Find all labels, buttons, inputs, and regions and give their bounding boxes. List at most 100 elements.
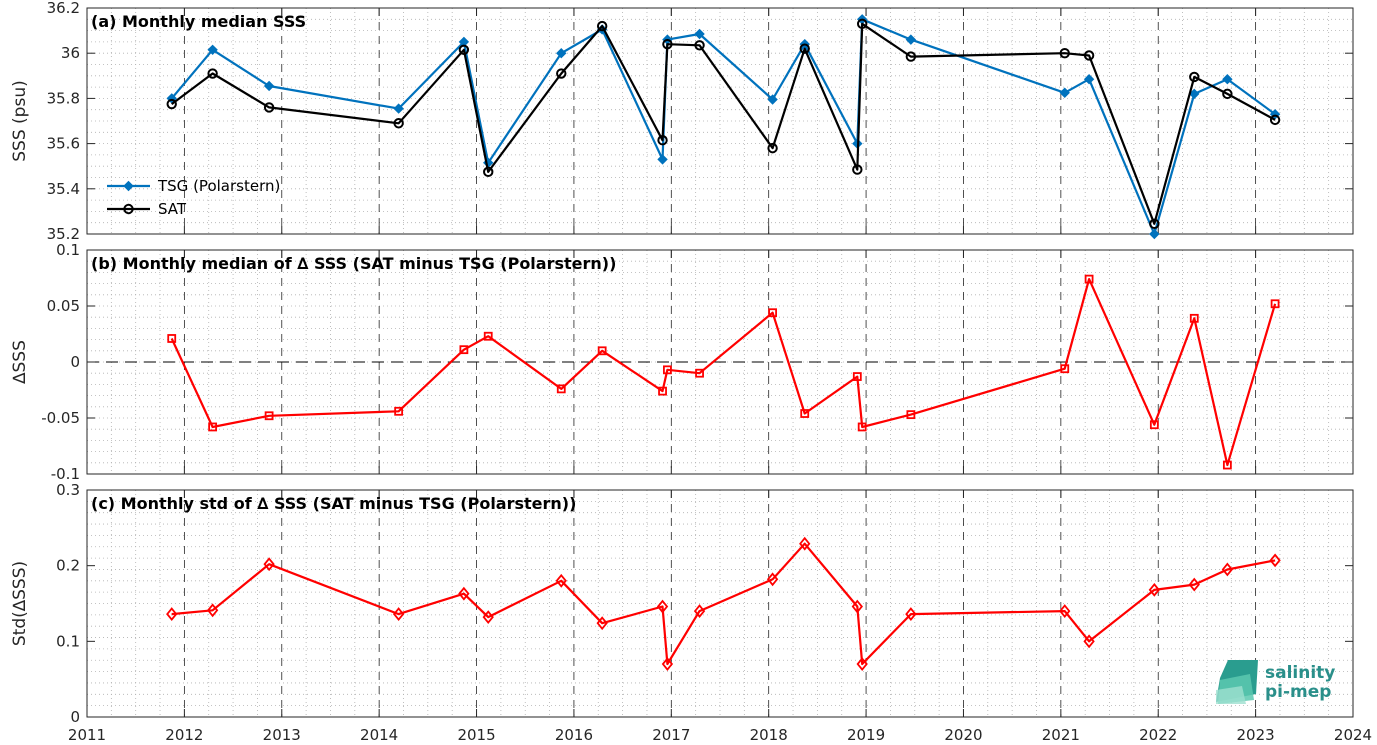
x-tick-label: 2022 bbox=[1139, 726, 1177, 744]
logo-line2: pi-mep bbox=[1265, 682, 1331, 702]
data-point bbox=[264, 411, 274, 421]
y-axis-label: ∆SSS bbox=[10, 340, 30, 385]
data-point bbox=[1083, 634, 1095, 649]
data-point bbox=[693, 604, 706, 618]
data-point bbox=[556, 68, 567, 79]
y-tick-label: 0.3 bbox=[56, 481, 80, 499]
y-tick-label: 35.6 bbox=[47, 135, 80, 153]
data-point bbox=[905, 51, 917, 62]
data-point bbox=[263, 102, 275, 113]
y-tick-label: -0.1 bbox=[51, 465, 80, 483]
y-tick-label: 0 bbox=[70, 708, 80, 726]
data-point bbox=[208, 422, 218, 432]
data-point bbox=[556, 47, 567, 59]
data-point bbox=[851, 599, 863, 614]
y-tick-label: 36.2 bbox=[47, 0, 80, 17]
data-point bbox=[1059, 604, 1071, 618]
data-point bbox=[1059, 87, 1070, 98]
data-point bbox=[656, 599, 669, 614]
axes-box bbox=[86, 489, 1354, 718]
data-point bbox=[207, 44, 218, 56]
data-point bbox=[662, 38, 673, 50]
data-point bbox=[1189, 88, 1200, 100]
y-axis-label: Std(∆SSS) bbox=[10, 561, 30, 646]
data-point bbox=[905, 34, 917, 45]
logo-wave-shape-front bbox=[1216, 686, 1246, 704]
panel-title: (c) Monthly std of ∆ SSS (SAT minus TSG … bbox=[91, 494, 576, 513]
x-tick-label: 2023 bbox=[1237, 726, 1275, 744]
x-tick-label: 2017 bbox=[652, 726, 690, 744]
y-tick-label: 35.4 bbox=[47, 180, 80, 198]
data-point bbox=[263, 80, 275, 92]
panel-c: 0 0.1 0.2 0.3 Std(∆SSS) (c) Monthly std of ∆ … bbox=[10, 481, 1354, 726]
data-point bbox=[800, 409, 810, 418]
data-point bbox=[1270, 299, 1280, 309]
x-tick-label: 2014 bbox=[360, 726, 398, 744]
series-line-sat bbox=[171, 22, 1276, 225]
data-point bbox=[1060, 364, 1070, 374]
data-point bbox=[1083, 50, 1095, 61]
data-point bbox=[483, 166, 494, 178]
x-tick-label: 2015 bbox=[457, 726, 495, 744]
data-point bbox=[767, 94, 778, 105]
data-point bbox=[857, 422, 867, 432]
data-point bbox=[1084, 274, 1094, 284]
data-point bbox=[1059, 48, 1070, 59]
data-point bbox=[663, 365, 672, 375]
data-point bbox=[555, 573, 567, 588]
data-point bbox=[852, 372, 862, 381]
data-point bbox=[392, 607, 405, 622]
data-point bbox=[597, 346, 607, 356]
data-point bbox=[1222, 73, 1233, 85]
data-point bbox=[658, 386, 667, 396]
data-point bbox=[596, 616, 608, 631]
data-point bbox=[1149, 228, 1160, 240]
x-tick-label: 2016 bbox=[555, 726, 593, 744]
y-tick-label: 0.2 bbox=[56, 557, 80, 575]
x-tick-label: 2019 bbox=[847, 726, 885, 744]
data-point bbox=[799, 536, 811, 551]
data-point bbox=[1222, 88, 1233, 100]
data-point bbox=[1269, 114, 1281, 126]
y-tick-label: 35.8 bbox=[47, 89, 80, 107]
data-point bbox=[657, 135, 668, 146]
data-point bbox=[1221, 562, 1234, 577]
logo-line1: salinity bbox=[1265, 663, 1335, 683]
series-line-delta bbox=[171, 542, 1276, 666]
data-point bbox=[856, 18, 868, 30]
panel-title: (b) Monthly median of ∆ SSS (SAT minus T… bbox=[91, 254, 616, 273]
data-point bbox=[657, 154, 668, 165]
data-point bbox=[1083, 73, 1095, 85]
data-point bbox=[482, 610, 494, 625]
x-tick-label: 2011 bbox=[68, 726, 106, 744]
y-tick-label: 0.05 bbox=[47, 297, 80, 315]
data-point bbox=[167, 334, 177, 343]
data-point bbox=[483, 331, 493, 341]
data-point bbox=[1189, 313, 1199, 323]
data-point bbox=[556, 384, 566, 394]
data-point bbox=[206, 603, 219, 618]
data-point bbox=[393, 118, 404, 129]
panel-b: -0.1 -0.05 0 0.05 0.1 ∆SSS (b) Monthly median … bbox=[10, 241, 1354, 483]
data-point bbox=[393, 103, 404, 114]
panel-title: (a) Monthly median SSS bbox=[91, 12, 306, 31]
legend-marker bbox=[123, 180, 134, 192]
data-point bbox=[905, 607, 917, 622]
data-point bbox=[1149, 420, 1159, 430]
x-tick-labels: 2011 2012 2013 2014 2015 2016 2017 2018 2019 2020… bbox=[68, 726, 1372, 744]
data-point bbox=[458, 44, 470, 56]
data-point bbox=[207, 68, 218, 79]
data-point bbox=[799, 43, 810, 54]
data-point bbox=[1222, 460, 1232, 470]
data-point bbox=[263, 557, 275, 572]
x-tick-label: 2013 bbox=[263, 726, 301, 744]
data-point bbox=[394, 406, 404, 416]
data-point bbox=[694, 28, 705, 40]
y-axis-label: SSS (psu) bbox=[10, 80, 30, 161]
data-point bbox=[768, 308, 777, 318]
x-tick-label: 2024 bbox=[1334, 726, 1372, 744]
panel-a: 35.2 35.4 35.6 35.8 36 36.2 SSS (psu) (a) Month… bbox=[10, 0, 1354, 243]
data-point bbox=[1149, 218, 1160, 230]
data-point bbox=[1269, 553, 1281, 568]
